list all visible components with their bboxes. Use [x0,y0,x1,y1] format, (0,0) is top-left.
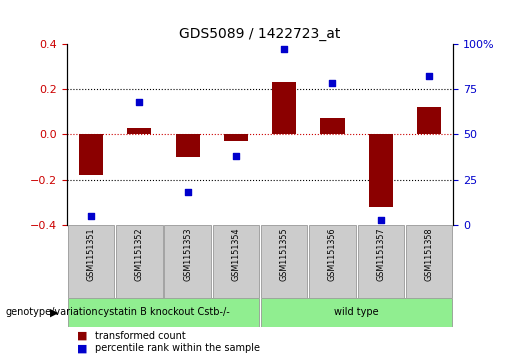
Text: GSM1151354: GSM1151354 [231,227,241,281]
Text: percentile rank within the sample: percentile rank within the sample [95,343,260,354]
Text: GSM1151353: GSM1151353 [183,227,192,281]
Bar [406,225,452,298]
Bar [261,298,452,327]
Bar [213,225,259,298]
Bar [357,225,404,298]
Point [329,81,337,86]
Text: cystatin B knockout Cstb-/-: cystatin B knockout Cstb-/- [98,307,229,317]
Text: GSM1151358: GSM1151358 [424,227,434,281]
Text: GSM1151351: GSM1151351 [87,227,96,281]
Text: transformed count: transformed count [95,331,186,341]
Text: wild type: wild type [334,307,379,317]
Bar [79,134,103,175]
Bar [224,134,248,141]
Point [280,46,288,52]
Point [425,73,433,79]
Bar [68,298,259,327]
Text: GSM1151355: GSM1151355 [280,227,289,281]
Point [183,189,192,195]
Text: GSM1151352: GSM1151352 [135,227,144,281]
Bar [320,118,345,134]
Bar [272,82,296,134]
Text: GSM1151356: GSM1151356 [328,227,337,281]
Bar [116,225,163,298]
Bar [68,225,114,298]
Text: ■: ■ [77,343,88,354]
Title: GDS5089 / 1422723_at: GDS5089 / 1422723_at [179,27,341,41]
Text: GSM1151357: GSM1151357 [376,227,385,281]
Bar [164,225,211,298]
Point [135,99,144,105]
Bar [369,134,393,207]
Bar [127,127,151,134]
Bar [310,225,356,298]
Point [87,213,95,219]
Point [232,153,240,159]
Text: ■: ■ [77,331,88,341]
Bar [261,225,307,298]
Text: ▶: ▶ [50,307,58,317]
Bar [417,107,441,134]
Text: genotype/variation: genotype/variation [5,307,98,317]
Point [376,217,385,223]
Bar [176,134,200,157]
